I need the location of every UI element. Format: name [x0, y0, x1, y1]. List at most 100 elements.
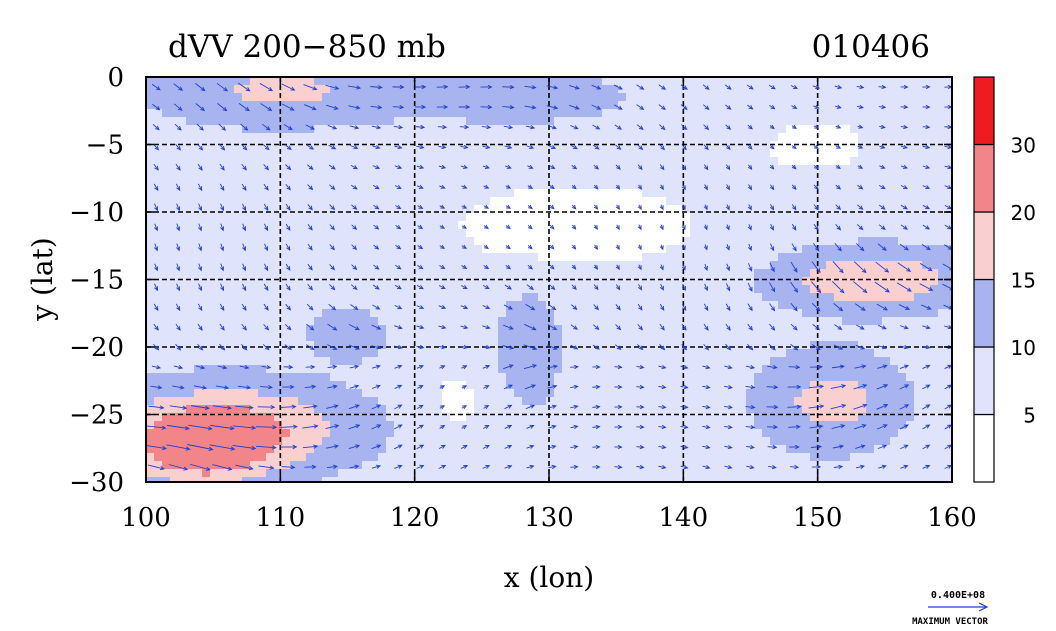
field-cell: [250, 165, 259, 174]
field-cell: [490, 125, 499, 134]
field-cell: [498, 453, 507, 462]
field-cell: [594, 221, 603, 230]
field-cell: [450, 165, 459, 174]
field-cell: [594, 93, 603, 102]
field-cell: [850, 253, 859, 262]
field-cell: [514, 181, 523, 190]
field-cell: [698, 197, 707, 206]
field-cell: [498, 125, 507, 134]
field-cell: [338, 389, 347, 398]
field-cell: [610, 381, 619, 390]
field-cell: [682, 117, 691, 126]
field-cell: [402, 101, 411, 110]
field-cell: [554, 253, 563, 262]
field-cell: [578, 333, 587, 342]
field-cell: [698, 157, 707, 166]
field-cell: [306, 309, 315, 318]
field-cell: [530, 221, 539, 230]
field-cell: [530, 453, 539, 462]
field-cell: [298, 125, 307, 134]
field-cell: [506, 197, 515, 206]
field-cell: [146, 117, 155, 126]
field-cell: [514, 101, 523, 110]
field-cell: [522, 317, 531, 326]
field-cell: [946, 165, 952, 174]
field-cell: [690, 373, 699, 382]
field-cell: [778, 245, 787, 254]
field-cell: [418, 389, 427, 398]
field-cell: [842, 109, 851, 118]
field-cell: [786, 173, 795, 182]
field-cell: [546, 445, 555, 454]
field-cell: [714, 373, 723, 382]
field-cell: [282, 149, 291, 158]
field-cell: [354, 221, 363, 230]
field-cell: [770, 437, 779, 446]
field-cell: [530, 269, 539, 278]
field-cell: [282, 109, 291, 118]
field-cell: [866, 293, 875, 302]
field-cell: [898, 341, 907, 350]
field-cell: [274, 437, 283, 446]
field-cell: [290, 461, 299, 470]
field-cell: [146, 93, 155, 102]
field-cell: [554, 237, 563, 246]
field-cell: [154, 413, 163, 422]
field-cell: [418, 269, 427, 278]
field-cell: [754, 405, 763, 414]
field-cell: [858, 269, 867, 278]
field-cell: [226, 277, 235, 286]
field-cell: [698, 205, 707, 214]
field-cell: [730, 277, 739, 286]
field-cell: [338, 173, 347, 182]
field-cell: [266, 309, 275, 318]
field-cell: [826, 261, 835, 270]
field-cell: [866, 341, 875, 350]
field-cell: [506, 277, 515, 286]
field-cell: [906, 157, 915, 166]
field-cell: [890, 333, 899, 342]
field-cell: [794, 149, 803, 158]
field-cell: [258, 373, 267, 382]
field-cell: [498, 269, 507, 278]
field-cell: [154, 445, 163, 454]
field-cell: [818, 309, 827, 318]
field-cell: [434, 317, 443, 326]
field-cell: [402, 469, 411, 478]
field-cell: [826, 173, 835, 182]
field-cell: [362, 397, 371, 406]
field-cell: [906, 261, 915, 270]
field-cell: [762, 349, 771, 358]
field-cell: [618, 205, 627, 214]
field-cell: [714, 405, 723, 414]
field-cell: [194, 229, 203, 238]
field-cell: [842, 165, 851, 174]
field-cell: [898, 429, 907, 438]
field-cell: [258, 357, 267, 366]
field-cell: [162, 197, 171, 206]
field-cell: [594, 437, 603, 446]
field-cell: [146, 101, 155, 110]
field-cell: [402, 213, 411, 222]
field-cell: [882, 317, 891, 326]
field-cell: [362, 133, 371, 142]
field-cell: [426, 101, 435, 110]
field-cell: [378, 109, 387, 118]
field-cell: [314, 341, 323, 350]
field-cell: [922, 77, 931, 86]
field-cell: [354, 389, 363, 398]
field-cell: [474, 421, 483, 430]
field-cell: [802, 101, 811, 110]
field-cell: [658, 197, 667, 206]
field-cell: [834, 461, 843, 470]
field-cell: [330, 253, 339, 262]
field-cell: [690, 413, 699, 422]
field-cell: [682, 197, 691, 206]
field-cell: [322, 221, 331, 230]
field-cell: [306, 301, 315, 310]
field-cell: [650, 125, 659, 134]
field-cell: [306, 381, 315, 390]
field-cell: [370, 309, 379, 318]
field-cell: [202, 85, 211, 94]
field-cell: [794, 381, 803, 390]
